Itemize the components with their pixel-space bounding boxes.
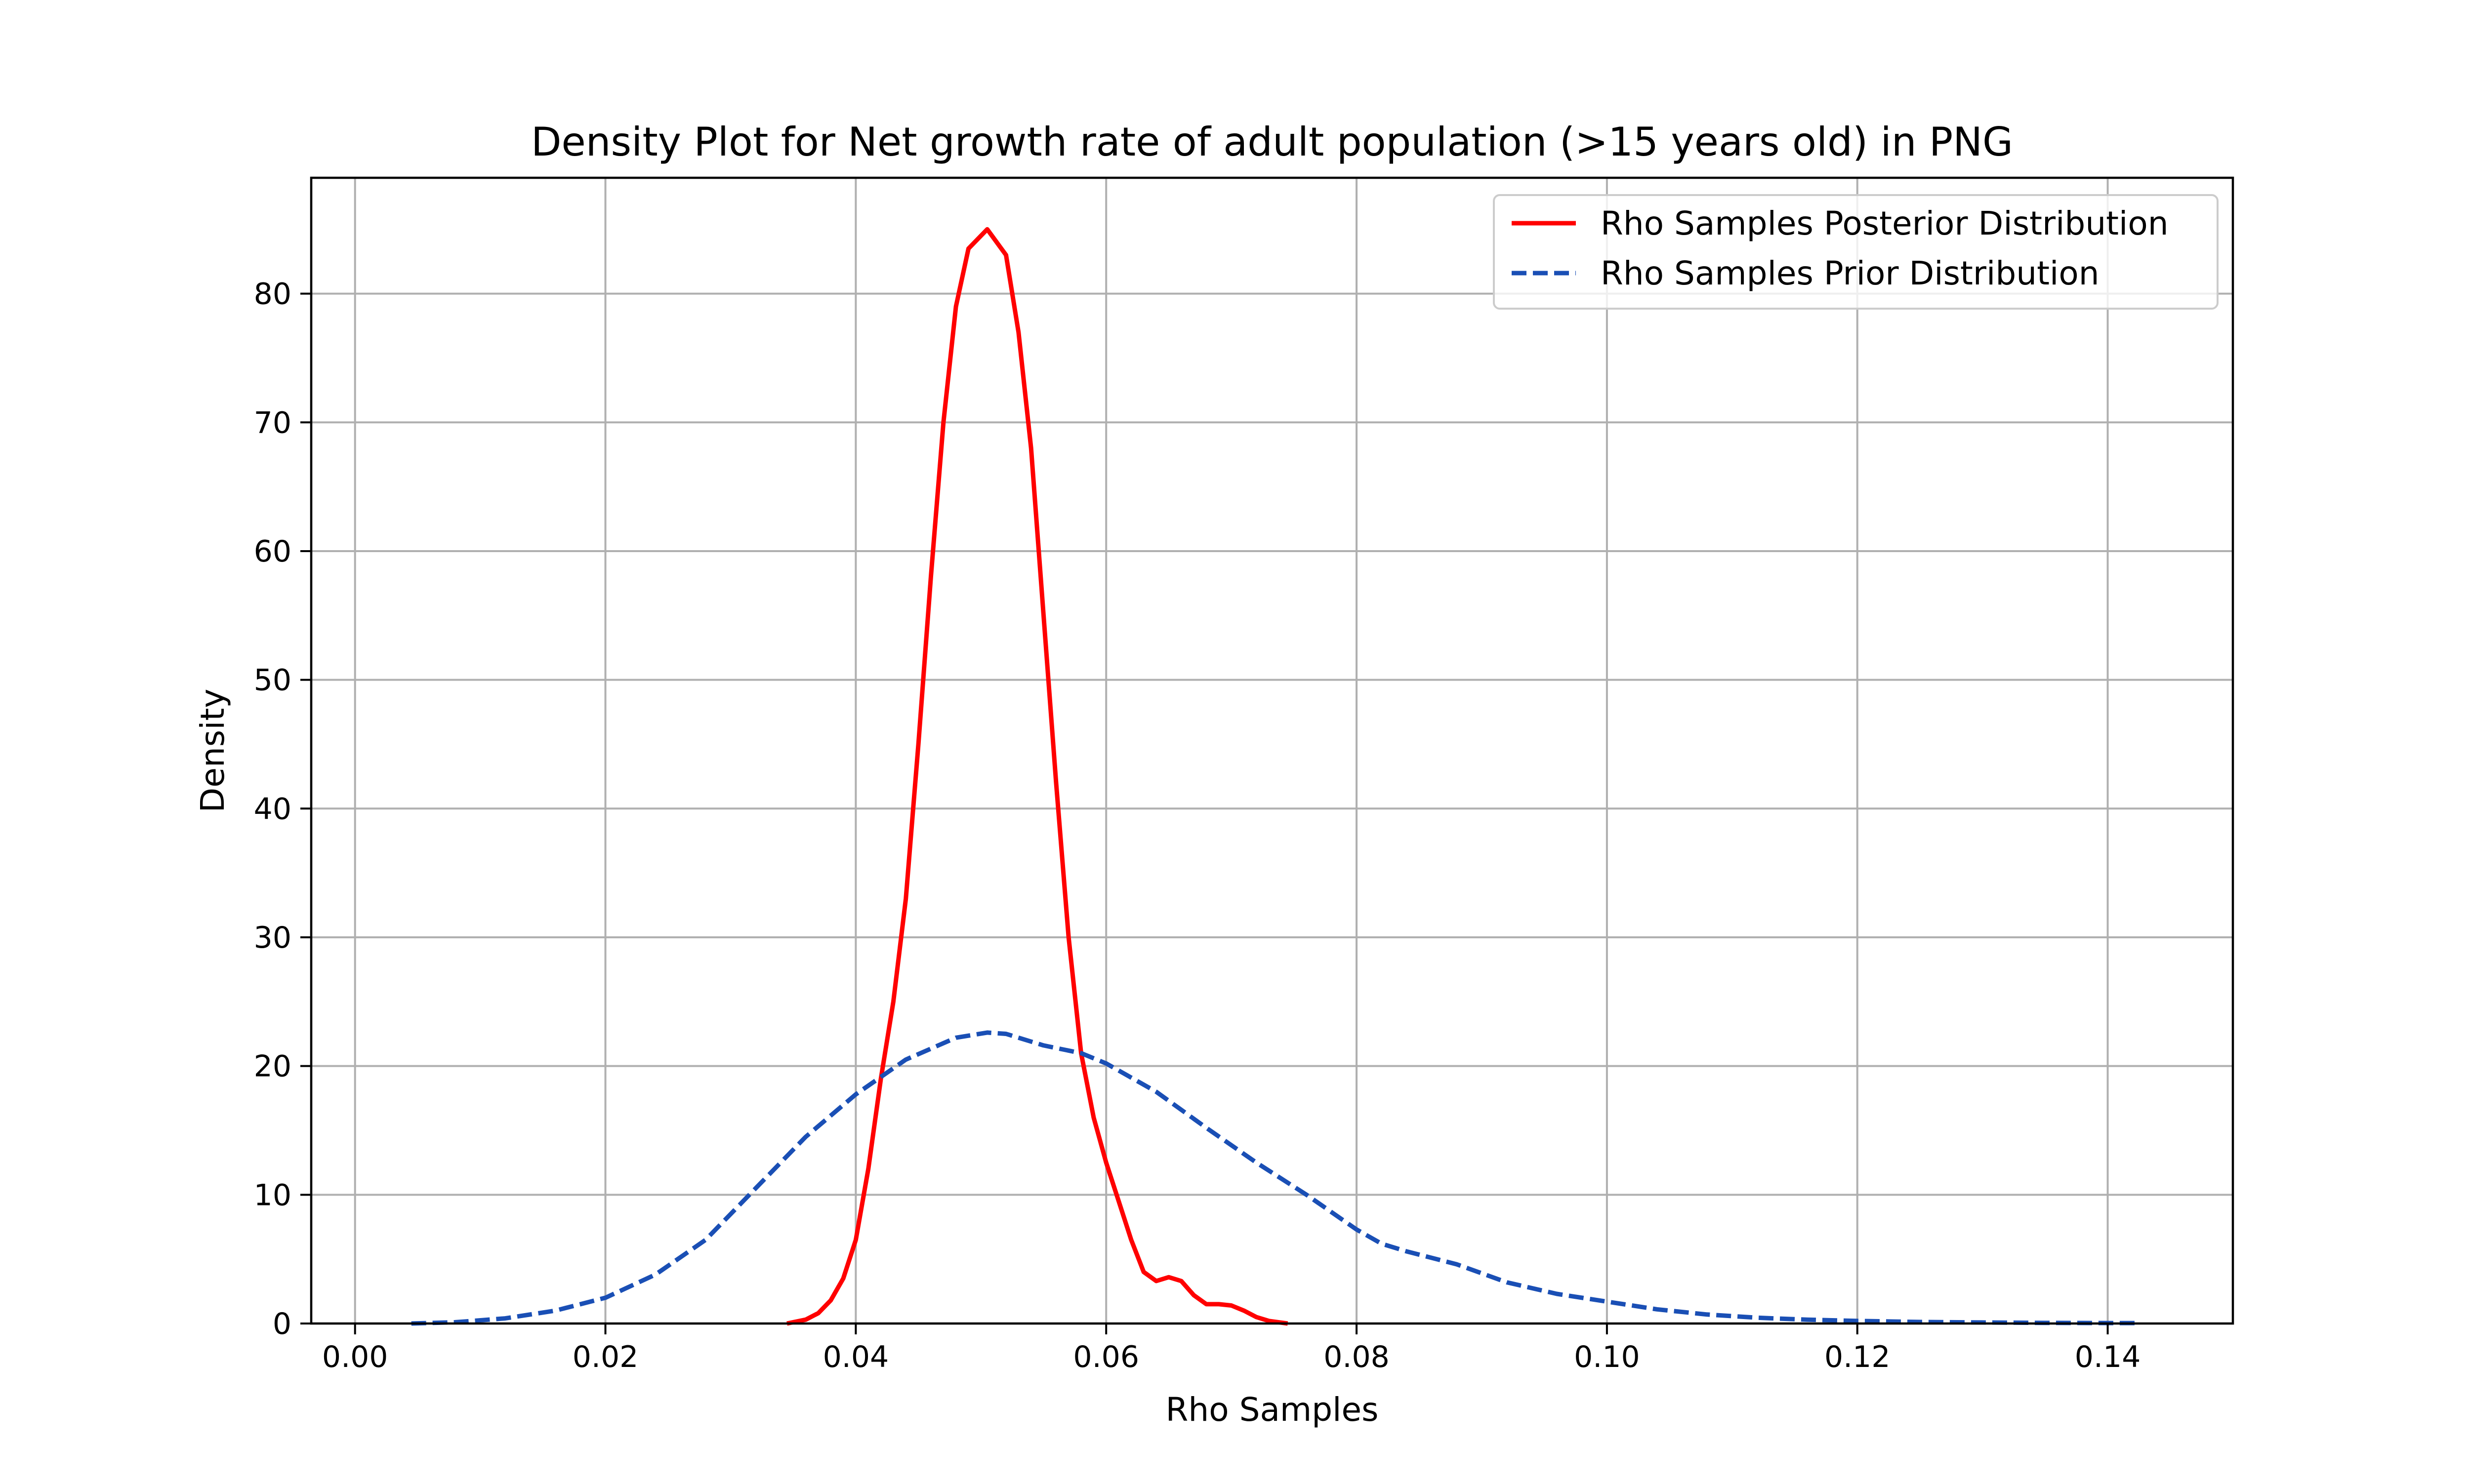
y-tick-label: 40 [254, 792, 291, 826]
series-layer [411, 227, 2139, 1326]
x-tick-label: 0.12 [1824, 1340, 1891, 1374]
legend-posterior-label: Rho Samples Posterior Distribution [1601, 204, 2169, 242]
y-tick-label: 0 [273, 1307, 291, 1341]
x-tick-label: 0.02 [573, 1340, 639, 1374]
y-tick-label: 20 [254, 1049, 291, 1084]
grid [311, 178, 2233, 1324]
y-axis-label: Density [194, 689, 232, 813]
chart-title: Density Plot for Net growth rate of adul… [531, 119, 2013, 165]
x-tick-label: 0.04 [823, 1340, 889, 1374]
y-tick-label: 60 [254, 534, 291, 569]
x-tick-label: 0.14 [2075, 1340, 2141, 1374]
prior-density-line [411, 1030, 2139, 1326]
legend-prior-label: Rho Samples Prior Distribution [1601, 254, 2100, 292]
y-tick-label: 30 [254, 921, 291, 955]
x-tick-label: 0.08 [1323, 1340, 1390, 1374]
posterior-density-line [786, 227, 1288, 1326]
y-tick-label: 70 [254, 405, 291, 440]
y-tick-label: 10 [254, 1178, 291, 1212]
y-tick-label: 50 [254, 663, 291, 698]
y-tick-label: 80 [254, 277, 291, 312]
ticks: 0.00 0.02 0.04 0.06 0.08 0.10 0.12 0.14 0 10 20 30 4… [254, 277, 2141, 1374]
x-axis-label: Rho Samples [1166, 1391, 1379, 1429]
x-tick-label: 0.10 [1574, 1340, 1640, 1374]
legend: Rho Samples Posterior Distribution Rho S… [1493, 194, 2219, 310]
x-tick-label: 0.06 [1073, 1340, 1139, 1374]
plot-frame [310, 176, 2234, 1325]
legend-frame [1493, 194, 2219, 310]
x-tick-label: 0.00 [322, 1340, 388, 1374]
